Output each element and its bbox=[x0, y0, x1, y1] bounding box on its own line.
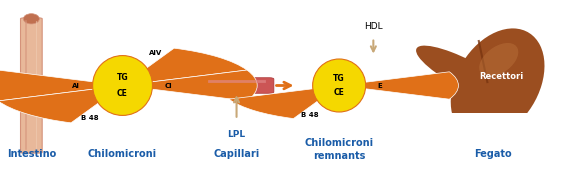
Text: E: E bbox=[378, 82, 382, 89]
Text: B 48: B 48 bbox=[81, 115, 99, 121]
Ellipse shape bbox=[312, 59, 366, 112]
Text: Chilomicroni: Chilomicroni bbox=[88, 149, 157, 159]
Ellipse shape bbox=[92, 56, 153, 115]
Wedge shape bbox=[0, 70, 123, 101]
Text: HDL: HDL bbox=[364, 22, 382, 31]
Wedge shape bbox=[229, 86, 339, 119]
Text: LPL: LPL bbox=[227, 130, 246, 139]
Text: Capillari: Capillari bbox=[213, 149, 260, 159]
Text: Intestino: Intestino bbox=[7, 149, 56, 159]
Text: AIV: AIV bbox=[149, 50, 162, 56]
FancyBboxPatch shape bbox=[21, 18, 42, 153]
Text: B 48: B 48 bbox=[302, 111, 319, 117]
Ellipse shape bbox=[23, 14, 39, 24]
Text: Fegato: Fegato bbox=[474, 149, 512, 159]
Text: CE: CE bbox=[117, 89, 128, 98]
Ellipse shape bbox=[451, 28, 544, 139]
Text: CE: CE bbox=[333, 88, 345, 97]
Text: CI: CI bbox=[165, 82, 173, 89]
Text: Chilomicroni
remnants: Chilomicroni remnants bbox=[304, 138, 374, 161]
Wedge shape bbox=[123, 70, 257, 101]
Text: TG: TG bbox=[117, 73, 128, 82]
Ellipse shape bbox=[416, 46, 519, 105]
FancyBboxPatch shape bbox=[442, 113, 556, 150]
Wedge shape bbox=[123, 48, 247, 86]
Text: Recettori: Recettori bbox=[479, 73, 524, 81]
Text: AI: AI bbox=[72, 82, 80, 89]
FancyBboxPatch shape bbox=[200, 78, 274, 93]
Wedge shape bbox=[339, 72, 458, 99]
Text: TG: TG bbox=[333, 74, 345, 83]
Ellipse shape bbox=[479, 43, 518, 77]
Wedge shape bbox=[0, 86, 123, 123]
